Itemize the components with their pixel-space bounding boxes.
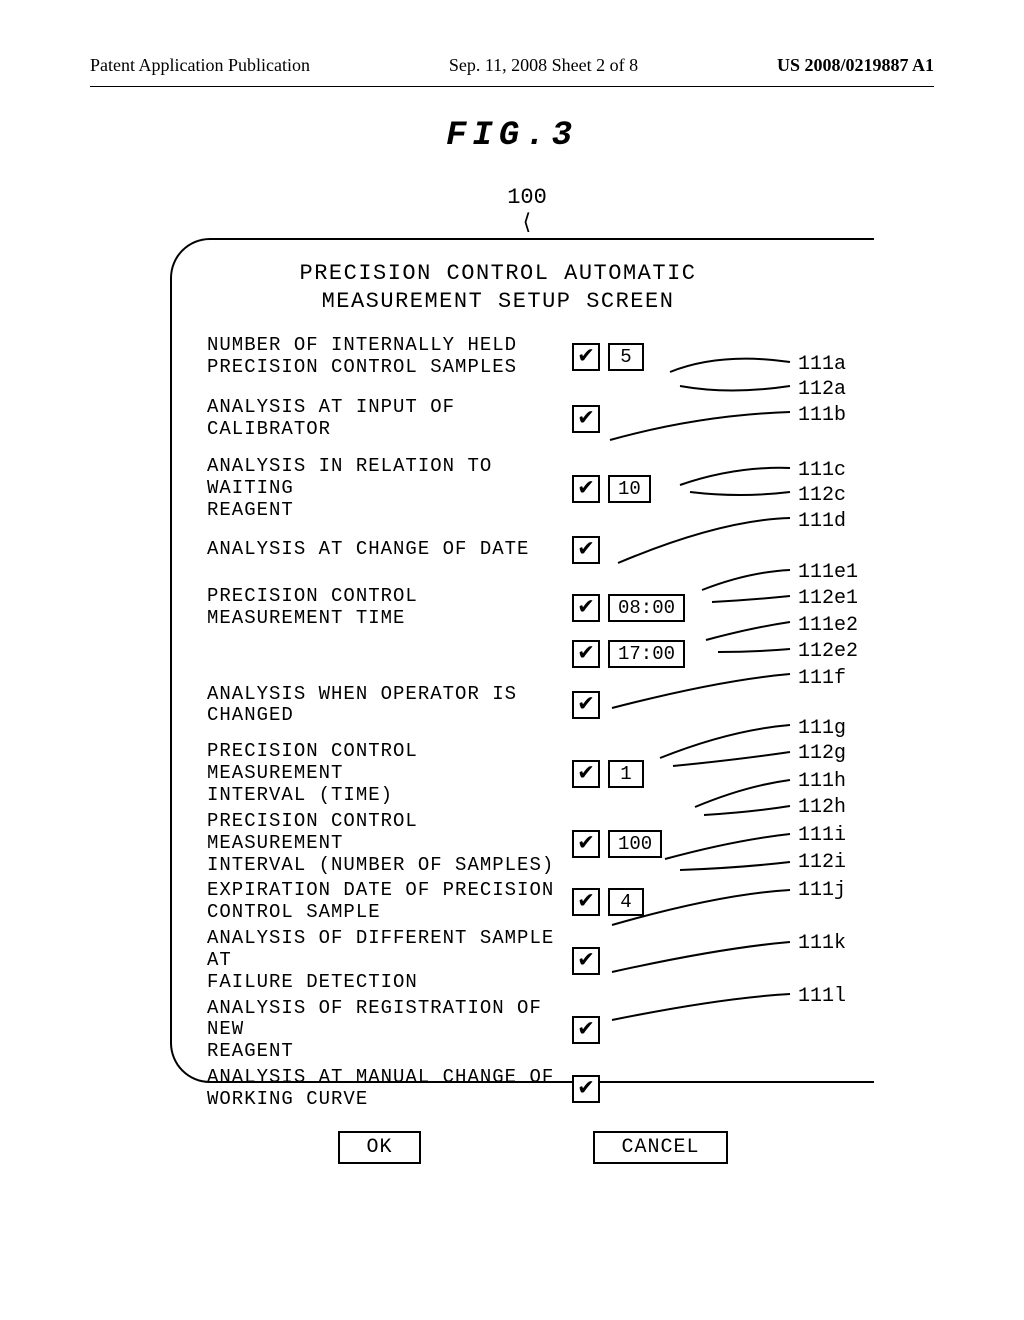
ref-111h: 111h [798,770,846,793]
ref-112g: 112g [798,742,846,765]
ref-111j: 111j [798,879,846,902]
ref-112h: 112h [798,796,846,819]
ref-111l: 111l [798,985,846,1008]
ref-111b: 111b [798,404,846,427]
ref-112e1: 112e1 [798,587,858,610]
ref-111f: 111f [798,667,846,690]
ref-111i: 111i [798,824,846,847]
ref-111d: 111d [798,510,846,533]
lead-lines-svg [0,0,1024,1320]
ref-111g: 111g [798,717,846,740]
ref-111c: 111c [798,459,846,482]
ref-111a: 111a [798,353,846,376]
ref-111e1: 111e1 [798,561,858,584]
ref-111k: 111k [798,932,846,955]
ref-111e2: 111e2 [798,614,858,637]
ref-112c: 112c [798,484,846,507]
ref-112i: 112i [798,851,846,874]
ref-112e2: 112e2 [798,640,858,663]
ref-112a: 112a [798,378,846,401]
